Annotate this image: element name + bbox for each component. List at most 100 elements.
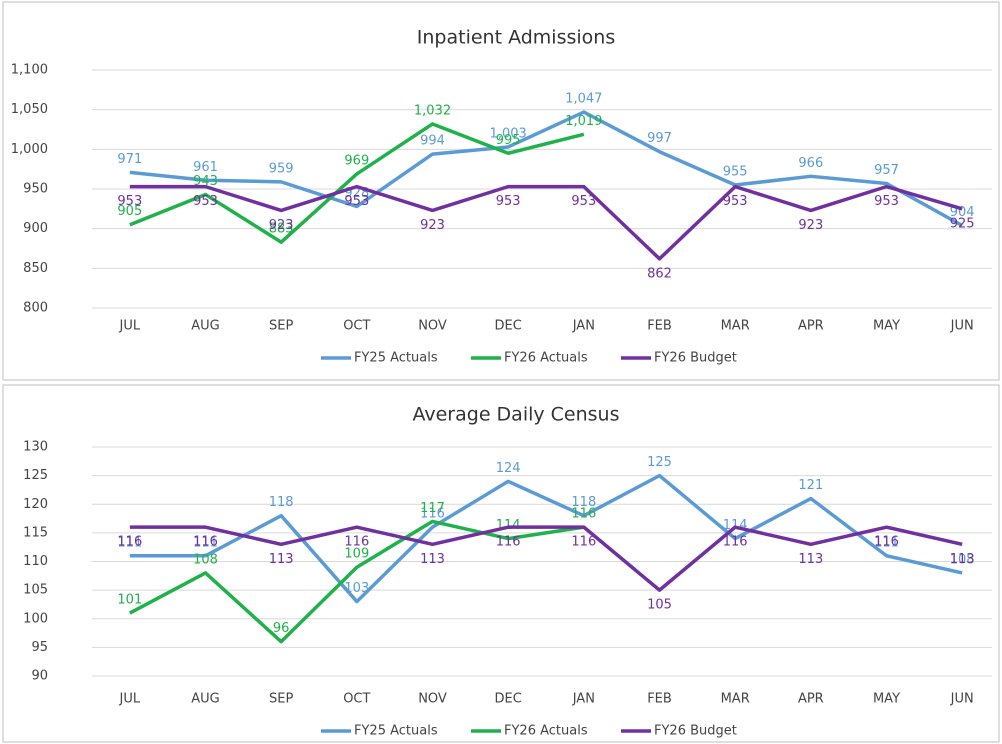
data-label: 116 bbox=[117, 535, 142, 550]
x-tick-label: AUG bbox=[191, 692, 219, 707]
data-label: 125 bbox=[647, 455, 672, 470]
data-label: 108 bbox=[950, 552, 975, 567]
data-label: 997 bbox=[647, 131, 672, 146]
series-line bbox=[129, 519, 585, 644]
data-label: 883 bbox=[269, 222, 294, 237]
data-label: 923 bbox=[269, 218, 294, 233]
x-tick-label: FEB bbox=[647, 319, 672, 334]
data-label: 1,047 bbox=[565, 92, 602, 107]
y-tick-label: 110 bbox=[23, 554, 48, 569]
x-tick-label: OCT bbox=[343, 692, 370, 707]
y-tick-label: 90 bbox=[31, 669, 48, 684]
x-tick-label: AUG bbox=[191, 319, 219, 334]
y-tick-label: 1,050 bbox=[11, 102, 48, 117]
chart-title: Average Daily Census bbox=[412, 404, 619, 426]
y-tick-label: 800 bbox=[23, 301, 48, 316]
data-label: 116 bbox=[874, 535, 899, 550]
data-label: 953 bbox=[874, 194, 899, 209]
y-tick-label: 105 bbox=[23, 583, 48, 598]
data-label: 953 bbox=[193, 194, 218, 209]
data-label: 1,003 bbox=[490, 126, 527, 141]
data-label: 953 bbox=[496, 194, 521, 209]
x-tick-label: APR bbox=[798, 692, 824, 707]
data-label: 118 bbox=[571, 495, 596, 510]
data-label: 116 bbox=[496, 535, 521, 550]
x-tick-label: NOV bbox=[418, 692, 447, 707]
x-tick-label: NOV bbox=[418, 319, 447, 334]
data-label: 994 bbox=[420, 134, 445, 149]
series-line bbox=[129, 525, 963, 592]
x-tick-label: APR bbox=[798, 319, 824, 334]
data-label: 118 bbox=[269, 495, 294, 510]
y-tick-label: 1,000 bbox=[11, 142, 48, 157]
data-label: 117 bbox=[420, 501, 445, 516]
data-label: 955 bbox=[723, 165, 748, 180]
x-tick-label: JUN bbox=[950, 692, 974, 707]
data-label: 111 bbox=[117, 535, 142, 550]
x-tick-label: SEP bbox=[269, 692, 293, 707]
y-tick-label: 900 bbox=[23, 221, 48, 236]
data-label: 109 bbox=[344, 547, 369, 562]
data-label: 116 bbox=[723, 535, 748, 550]
y-tick-label: 130 bbox=[23, 440, 48, 455]
x-tick-label: MAY bbox=[873, 319, 900, 334]
data-label: 953 bbox=[571, 194, 596, 209]
x-tick-label: JAN bbox=[572, 319, 595, 334]
data-label: 923 bbox=[420, 218, 445, 233]
chart-frame bbox=[2, 1, 1000, 381]
data-label: 124 bbox=[496, 461, 521, 476]
data-label: 995 bbox=[496, 133, 521, 148]
data-label: 121 bbox=[798, 478, 823, 493]
data-label: 969 bbox=[344, 153, 369, 168]
x-tick-label: DEC bbox=[495, 692, 522, 707]
x-tick-label: JAN bbox=[572, 692, 595, 707]
legend-label: FY25 Actuals bbox=[354, 724, 438, 739]
series-line bbox=[129, 184, 963, 261]
data-label: 1,032 bbox=[414, 103, 451, 118]
legend-label: FY25 Actuals bbox=[354, 351, 438, 366]
y-tick-label: 95 bbox=[31, 640, 48, 655]
y-tick-label: 100 bbox=[23, 611, 48, 626]
data-label: 957 bbox=[874, 163, 899, 178]
legend-label: FY26 Actuals bbox=[504, 351, 588, 366]
data-label: 116 bbox=[571, 507, 596, 522]
data-label: 971 bbox=[117, 152, 142, 167]
series-line bbox=[129, 122, 585, 244]
x-tick-label: MAR bbox=[721, 319, 750, 334]
x-tick-label: JUN bbox=[950, 319, 974, 334]
x-tick-label: MAY bbox=[873, 692, 900, 707]
data-label: 113 bbox=[798, 552, 823, 567]
data-label: 113 bbox=[269, 552, 294, 567]
data-label: 953 bbox=[723, 194, 748, 209]
series-line bbox=[129, 473, 963, 604]
data-label: 113 bbox=[420, 552, 445, 567]
data-label: 966 bbox=[798, 156, 823, 171]
data-label: 961 bbox=[193, 160, 218, 175]
y-tick-label: 115 bbox=[23, 525, 48, 540]
y-tick-label: 120 bbox=[23, 497, 48, 512]
data-label: 113 bbox=[950, 552, 975, 567]
data-label: 105 bbox=[647, 598, 672, 613]
y-tick-label: 1,100 bbox=[11, 63, 48, 78]
series-line bbox=[129, 110, 964, 228]
y-tick-label: 850 bbox=[23, 261, 48, 276]
data-label: 1,019 bbox=[565, 114, 602, 129]
data-label: 116 bbox=[420, 507, 445, 522]
data-label: 959 bbox=[269, 161, 294, 176]
data-label: 111 bbox=[874, 535, 899, 550]
x-tick-label: SEP bbox=[269, 319, 293, 334]
data-label: 925 bbox=[950, 216, 975, 231]
legend-label: FY26 Budget bbox=[654, 724, 737, 739]
legend-label: FY26 Actuals bbox=[504, 724, 588, 739]
legend-label: FY26 Budget bbox=[654, 351, 737, 366]
chart-title: Inpatient Admissions bbox=[417, 27, 615, 49]
data-label: 103 bbox=[344, 581, 369, 596]
data-label: 101 bbox=[117, 593, 142, 608]
data-label: 116 bbox=[193, 535, 218, 550]
data-label: 108 bbox=[193, 552, 218, 567]
chart-frame bbox=[2, 384, 1000, 743]
data-label: 953 bbox=[344, 194, 369, 209]
data-label: 111 bbox=[193, 535, 218, 550]
y-tick-label: 950 bbox=[23, 182, 48, 197]
